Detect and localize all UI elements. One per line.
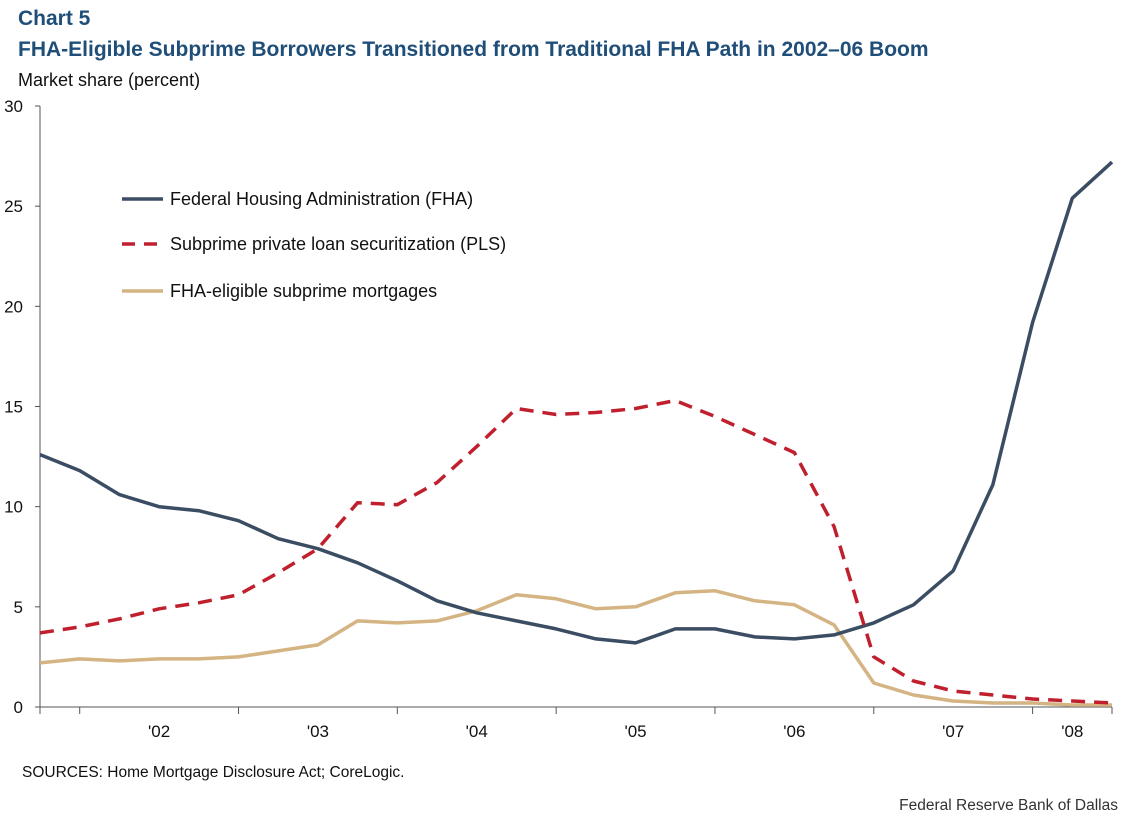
x-tick-label: '04 bbox=[466, 722, 488, 741]
x-tick-label: '07 bbox=[942, 722, 964, 741]
y-tick-label: 30 bbox=[4, 97, 23, 116]
series-line-pls bbox=[39, 398, 1113, 705]
chart-axes: 0 5 10 15 20 25 30 '02 '03 '04 '05 '06 '07 '08 bbox=[4, 97, 1113, 741]
y-tick-label: 5 bbox=[14, 598, 23, 617]
x-tick-label: '02 bbox=[148, 722, 170, 741]
y-tick-label: 10 bbox=[4, 498, 23, 517]
series-line-fha-eligible-subprime bbox=[39, 589, 1112, 707]
x-tick-label: '05 bbox=[624, 722, 646, 741]
y-tick-label: 0 bbox=[14, 698, 23, 717]
chart-number-label: Chart 5 bbox=[18, 7, 91, 30]
legend-label: FHA-eligible subprime mortgages bbox=[170, 281, 437, 301]
x-tick-label: '06 bbox=[783, 722, 805, 741]
credit-line: Federal Reserve Bank of Dallas bbox=[899, 797, 1118, 814]
y-tick-label: 15 bbox=[4, 398, 23, 417]
chart-series-layer bbox=[39, 160, 1114, 707]
y-tick-label: 20 bbox=[4, 297, 23, 316]
sources-note: SOURCES: Home Mortgage Disclosure Act; C… bbox=[22, 764, 405, 781]
legend-label: Subprime private loan securitization (PL… bbox=[170, 234, 506, 254]
x-tick-label: '08 bbox=[1061, 722, 1083, 741]
chart-title: FHA-Eligible Subprime Borrowers Transiti… bbox=[18, 38, 929, 61]
x-tick-label: '03 bbox=[307, 722, 329, 741]
chart-legend: Federal Housing Administration (FHA) Subp… bbox=[122, 189, 506, 301]
series-line-fha bbox=[39, 160, 1114, 645]
legend-label: Federal Housing Administration (FHA) bbox=[170, 189, 473, 209]
y-axis-unit-label: Market share (percent) bbox=[18, 70, 201, 90]
y-tick-label: 25 bbox=[4, 197, 23, 216]
